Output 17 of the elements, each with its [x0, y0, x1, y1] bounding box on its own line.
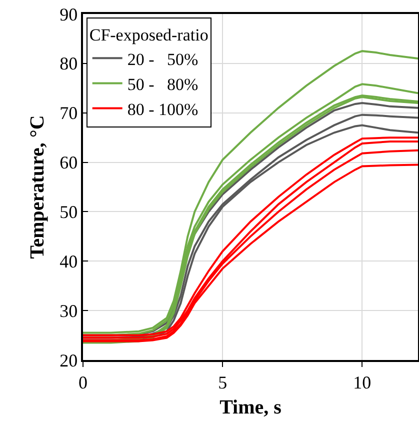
y-axis-title: Temperature, °C — [26, 115, 49, 259]
legend-label: 50 - 80% — [127, 74, 198, 94]
legend-label: 80 - 100% — [127, 100, 198, 119]
x-axis-title: Time, s — [220, 396, 282, 418]
y-tick-label: 30 — [60, 300, 78, 321]
y-tick-label: 60 — [60, 152, 78, 173]
x-tick-label: 10 — [353, 372, 372, 392]
y-tick-label: 50 — [60, 202, 78, 222]
legend-label: 20 - 50% — [127, 50, 198, 69]
x-tick-label: 0 — [78, 372, 88, 392]
y-tick-label: 80 — [60, 54, 78, 74]
y-tick-label: 70 — [60, 103, 78, 124]
legend-title: CF-exposed-ratio — [89, 26, 208, 45]
y-tick-label: 90 — [60, 4, 78, 24]
y-tick-label: 40 — [60, 251, 78, 272]
y-tick-label: 20 — [60, 350, 78, 370]
x-tick-label: 5 — [218, 372, 228, 392]
